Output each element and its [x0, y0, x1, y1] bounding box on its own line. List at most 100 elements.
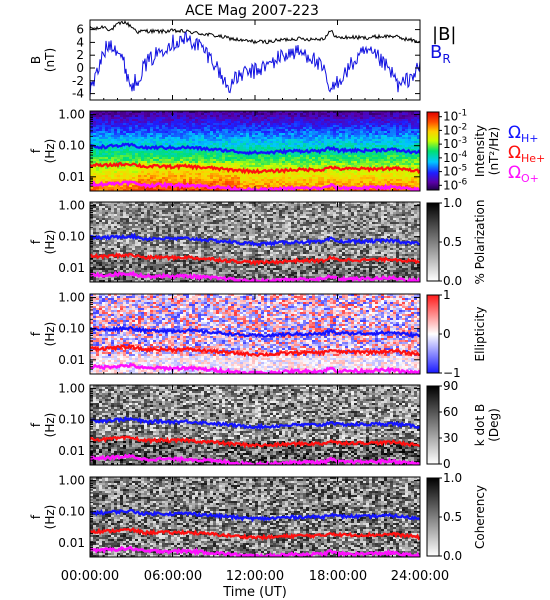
spectrogram-cell [90, 175, 94, 178]
spectrogram-cell [228, 139, 232, 142]
spectrogram-cell [96, 115, 100, 118]
spectrogram-cell [288, 179, 292, 182]
spectrogram-cell [117, 210, 121, 213]
spectrogram-cell [144, 125, 148, 128]
spectrogram-cell [333, 125, 337, 128]
spectrogram-cell [267, 115, 271, 118]
spectrogram-cell [288, 159, 292, 162]
spectrogram-cell [228, 113, 232, 116]
spectrogram-cell [192, 137, 196, 140]
spectrogram-cell [126, 159, 130, 162]
spectrogram-cell [345, 210, 349, 213]
spectrogram-cell [363, 143, 367, 146]
spectrogram-cell [378, 137, 382, 140]
spectrogram-cell [321, 123, 325, 126]
spectrogram-cell [411, 135, 415, 138]
spectrogram-cell [261, 131, 265, 134]
spectrogram-cell [381, 210, 385, 213]
spectrogram-cell [366, 206, 370, 209]
spectrogram-cell [390, 157, 394, 160]
spectrogram-cell [243, 127, 247, 130]
spectrogram-cell [285, 141, 289, 144]
spectrogram-cell [180, 121, 184, 124]
spectrogram-cell [198, 137, 202, 140]
spectrogram-cell [168, 169, 172, 172]
spectrogram-cell [231, 161, 235, 164]
spectrogram-cell [153, 177, 157, 180]
spectrogram-cell [141, 161, 145, 164]
spectrogram-cell [96, 169, 100, 172]
spectrogram-cell [201, 123, 205, 126]
spectrogram-cell [294, 147, 298, 150]
spectrogram-cell [111, 175, 115, 178]
spectrogram-cell [96, 127, 100, 130]
spectrogram-cell [330, 189, 334, 191]
spectrogram-cell [267, 171, 271, 174]
spectrogram-cell [96, 159, 100, 162]
spectrogram-cell [270, 175, 274, 178]
spectrogram-cell [183, 179, 187, 182]
spectrogram-cell [147, 119, 151, 122]
spectrogram-cell [357, 141, 361, 144]
spectrogram-cell [327, 123, 331, 126]
spectrogram-cell [339, 179, 343, 182]
spectrogram-cell [222, 135, 226, 138]
spectrogram-cell [123, 161, 127, 164]
spectrogram-cell [90, 208, 94, 211]
spectrogram-cell [414, 149, 418, 152]
spectrogram-cell [117, 129, 121, 132]
spectrogram-cell [411, 185, 415, 188]
spectrogram-cell [276, 153, 280, 156]
spectrogram-cell [129, 171, 133, 174]
spectrogram-cell [303, 119, 307, 122]
spectrogram-cell [234, 163, 238, 166]
spectrogram-cell [171, 141, 175, 144]
spectrogram-cell [417, 111, 420, 114]
spectrogram-cell [243, 159, 247, 162]
spectrogram-cell [183, 161, 187, 164]
spectrogram-cell [267, 163, 271, 166]
spectrogram-cell [318, 161, 322, 164]
spectrogram-cell [399, 111, 403, 114]
spectrogram-cell [324, 155, 328, 158]
spectrogram-cell [201, 151, 205, 154]
spectrogram-cell [318, 133, 322, 136]
spectrogram-cell [153, 133, 157, 136]
spectrogram-cell [228, 206, 232, 209]
spectrogram-cell [267, 149, 271, 152]
spectrogram-cell [327, 210, 331, 213]
spectrogram-cell [210, 189, 214, 191]
spectrogram-cell [294, 175, 298, 178]
spectrogram-cell [177, 119, 181, 122]
spectrogram-cell [318, 202, 322, 205]
spectrogram-cell [123, 147, 127, 150]
spectrogram-cell [267, 119, 271, 122]
spectrogram-cell [147, 137, 151, 140]
spectrogram-cell [252, 155, 256, 158]
spectrogram-cell [189, 161, 193, 164]
spectrogram-cell [363, 129, 367, 132]
spectrogram-cell [402, 173, 406, 176]
spectrogram-cell [168, 137, 172, 140]
spectrogram-cell [234, 161, 238, 164]
spectrogram-cell [237, 167, 241, 170]
spectrogram-cell [231, 206, 235, 209]
spectrogram-cell [201, 155, 205, 158]
spectrogram-cell [174, 206, 178, 209]
spectrogram-cell [294, 125, 298, 128]
spectrogram-cell [252, 123, 256, 126]
spectrogram-cell [387, 145, 391, 148]
spectrogram-cell [171, 149, 175, 152]
spectrogram-cell [213, 157, 217, 160]
spectrogram-cell [120, 117, 124, 120]
spectrogram-cell [207, 208, 211, 211]
spectrogram-cell [348, 145, 352, 148]
spectrogram-cell [297, 210, 301, 213]
spectrogram-cell [321, 129, 325, 132]
spectrogram-cell [135, 206, 139, 209]
spectrogram-cell [333, 151, 337, 154]
spectrogram-cell [408, 141, 412, 144]
spectrogram-cell [147, 115, 151, 118]
spectrogram-cell [315, 155, 319, 158]
spectrogram-cell [405, 131, 409, 134]
